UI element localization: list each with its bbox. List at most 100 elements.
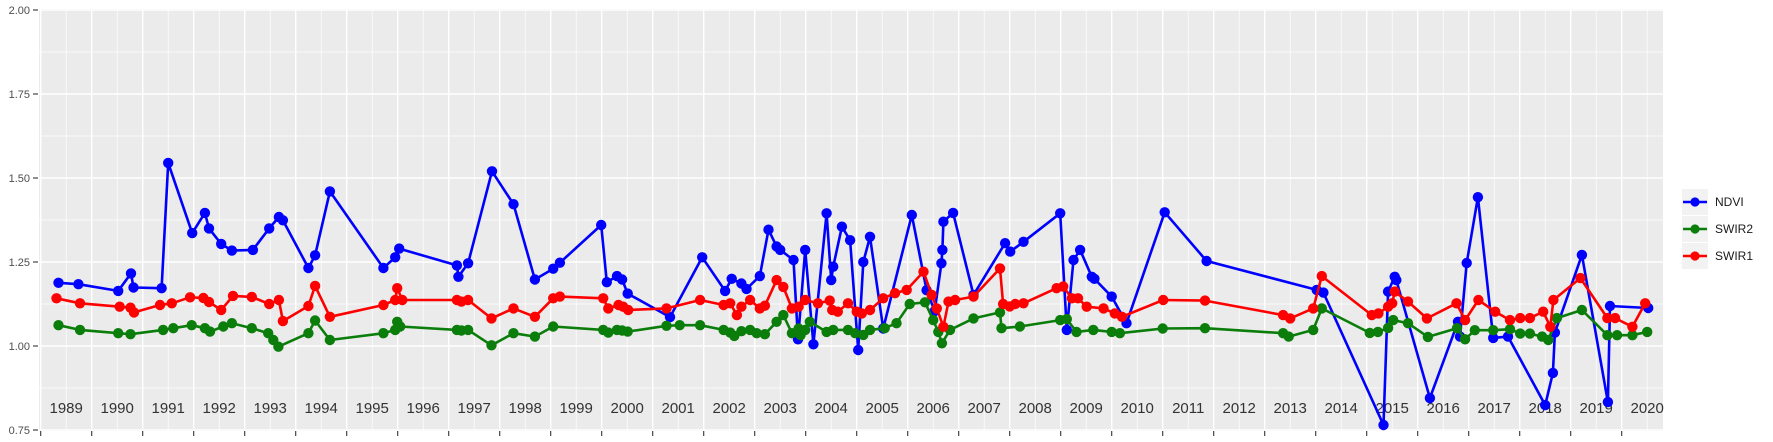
x-tick-label: 2014 (1325, 400, 1358, 417)
series-swir2-point (1422, 331, 1434, 343)
series-swir1-point (1515, 312, 1526, 324)
series-ndvi-point (775, 244, 786, 256)
series-swir2-point (1283, 331, 1294, 342)
legend-key-swir2-icon (1682, 216, 1708, 242)
series-swir1-point (918, 266, 929, 277)
x-tick-label: 2001 (662, 400, 695, 417)
series-ndvi-point (741, 283, 752, 295)
series-swir2-point (1551, 312, 1563, 324)
series-swir1-point (793, 301, 804, 312)
series-ndvi-point (113, 285, 124, 297)
x-tick-label: 2005 (866, 400, 899, 417)
series-swir1-point (1421, 313, 1433, 324)
series-swir1-point (1098, 303, 1109, 314)
legend-key-ndvi-icon (1682, 189, 1708, 215)
series-swir2-point (226, 318, 238, 329)
series-swir2-point (1504, 324, 1516, 335)
series-swir2-point (113, 328, 124, 339)
series-ndvi-point (938, 216, 949, 227)
series-ndvi-point (999, 238, 1011, 249)
series-ndvi-point (1089, 273, 1100, 284)
series-swir2-point (1469, 325, 1481, 336)
series-swir1-point (725, 298, 736, 309)
series-swir1-point (1524, 312, 1536, 324)
x-tick-label: 2012 (1223, 400, 1256, 417)
series-swir2-point (661, 320, 672, 331)
series-ndvi-point (462, 258, 474, 269)
series-swir1-point (1389, 286, 1400, 297)
y-tick-label: 1.25 (9, 257, 30, 269)
series-swir1-point (1199, 295, 1211, 306)
series-ndvi-point (554, 257, 566, 268)
series-swir2-point (1382, 322, 1394, 334)
series-ndvi-point (1547, 367, 1559, 379)
series-swir2-point (1014, 321, 1026, 332)
series-swir1-point (1538, 306, 1549, 317)
series-swir1-point (184, 292, 196, 303)
series-swir2-point (996, 323, 1007, 334)
series-swir1-point (1473, 294, 1484, 306)
series-swir1-point (1640, 298, 1651, 309)
series-swir2-point (1602, 330, 1613, 341)
series-swir2-point (1114, 328, 1126, 339)
series-ndvi-point (1018, 236, 1029, 247)
series-ndvi-point (163, 157, 174, 169)
series-swir1-point (661, 303, 672, 314)
series-swir2-point (1364, 327, 1376, 339)
series-swir1-point (1609, 312, 1621, 324)
series-ndvi-point (1391, 274, 1402, 286)
series-swir1-point (508, 303, 519, 314)
series-ndvi-point (664, 311, 676, 323)
series-swir1-point (842, 298, 854, 309)
x-tick-label: 1991 (152, 400, 185, 417)
legend-label: NDVI (1715, 195, 1744, 209)
series-swir2-point (1451, 323, 1463, 334)
series-swir1-point (1058, 281, 1069, 292)
series-swir1-point (598, 293, 609, 304)
series-swir2-point (1157, 323, 1168, 334)
series-swir2-point (218, 321, 229, 332)
series-swir2-point (1199, 323, 1211, 334)
y-tick-label: 1.00 (9, 341, 30, 353)
series-swir1-point (1402, 296, 1414, 307)
x-tick-label: 1994 (305, 400, 338, 417)
series-swir2-point (74, 324, 86, 336)
series-ndvi-point (378, 262, 389, 274)
series-swir2-point (1316, 303, 1328, 314)
y-tick-label: 1.75 (9, 89, 30, 101)
series-swir2-point (486, 340, 497, 351)
series-ndvi-point (226, 245, 238, 256)
y-tick-label: 1.50 (9, 173, 30, 185)
series-swir2-point (125, 329, 136, 340)
y-tick-label: 0.75 (9, 425, 30, 437)
series-swir1-point (1018, 298, 1029, 309)
series-ndvi-point (1074, 244, 1086, 256)
series-swir1 (51, 263, 1651, 332)
series-swir2-point (936, 338, 948, 349)
series-swir1-point (397, 294, 408, 306)
series-ndvi-point (1068, 254, 1079, 266)
series-ndvi-point (303, 262, 314, 274)
series-ndvi-point (203, 223, 215, 234)
series-swir2-point (378, 328, 389, 339)
series-swir1-point (824, 295, 835, 306)
series-ndvi-point (821, 208, 832, 219)
series-ndvi-point (800, 244, 811, 256)
series-swir2-point (1488, 325, 1499, 336)
series-swir1-point (392, 283, 403, 294)
series-swir2-point (928, 314, 939, 326)
x-tick-label: 2010 (1121, 400, 1154, 417)
series-swir2-point (395, 321, 406, 332)
series-ndvi-point (1488, 332, 1499, 344)
x-tick-label: 2011 (1172, 400, 1204, 417)
series-ndvi-point (836, 221, 848, 232)
series-swir1-point (832, 306, 843, 317)
series-swir2-point (462, 324, 474, 336)
legend-item-swir1: SWIR1 (1682, 243, 1753, 269)
x-tick-label: 2000 (611, 400, 644, 417)
series-swir2-point (1372, 326, 1384, 338)
series-ndvi-point (788, 254, 799, 266)
series-swir1-point (864, 304, 876, 316)
series-ndvi-point (1472, 192, 1484, 203)
series-swir1-point (926, 289, 937, 301)
